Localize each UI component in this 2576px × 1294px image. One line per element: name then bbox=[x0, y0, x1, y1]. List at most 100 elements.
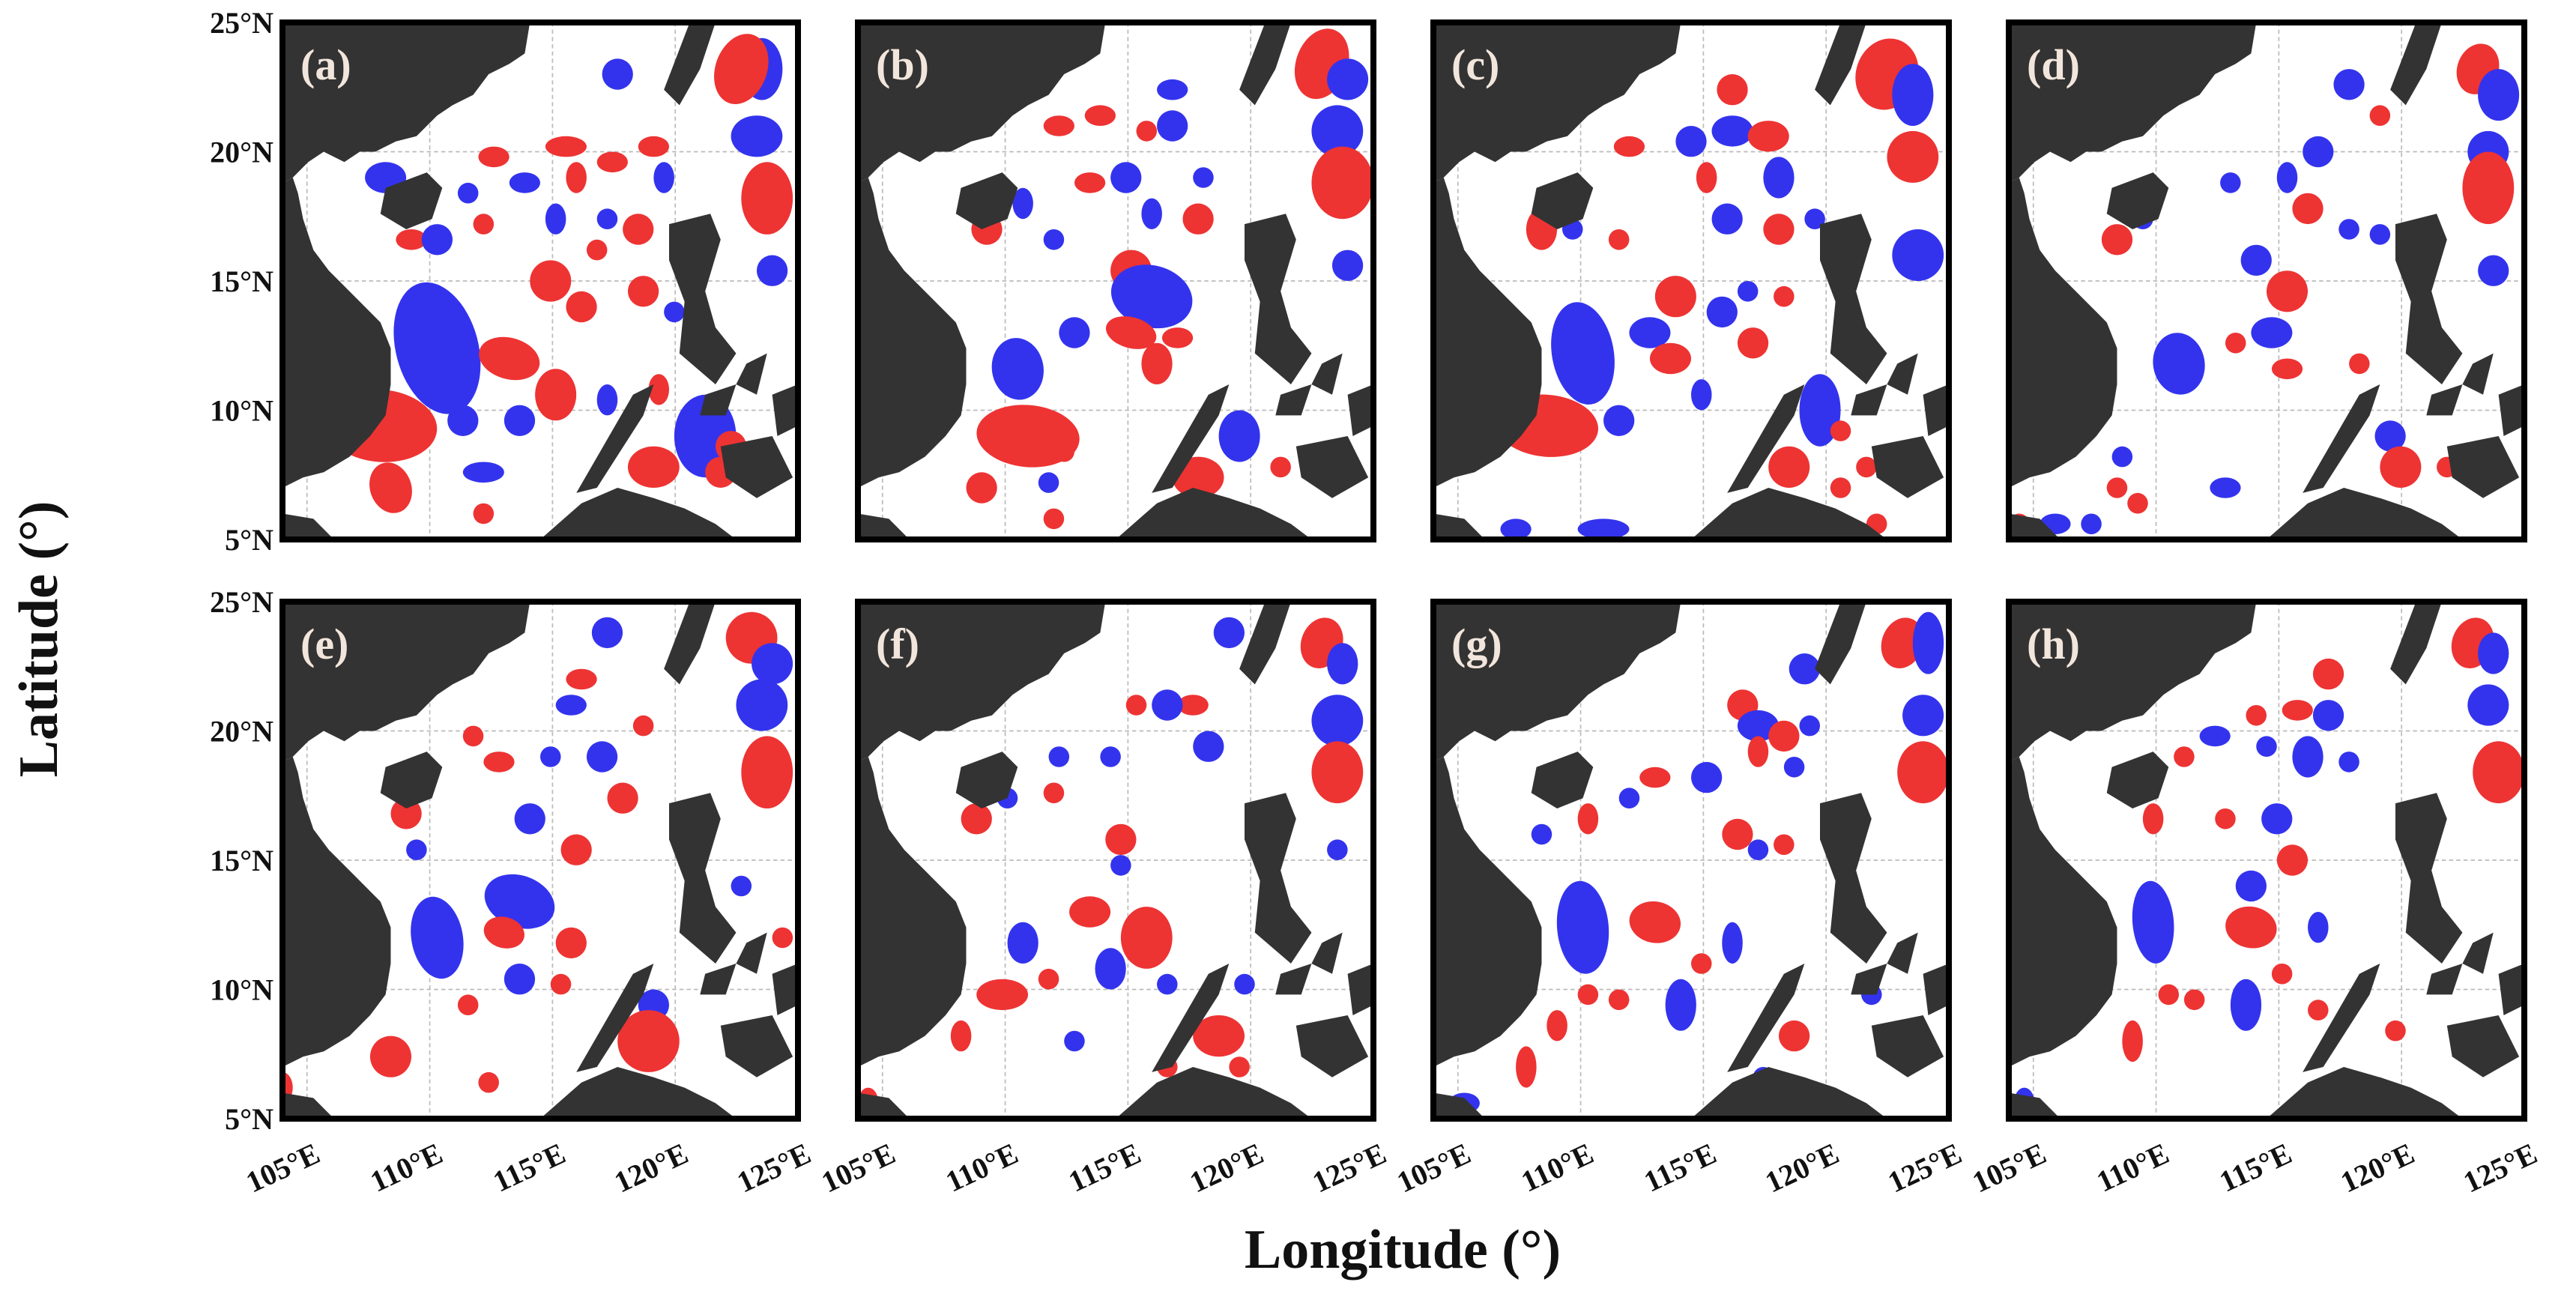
map-panel: (c) bbox=[1430, 19, 1952, 542]
map-panel: (f) 105°E 110°E 115°E 120°E 125°E bbox=[816, 599, 1391, 1200]
anticyclonic-eddy bbox=[2174, 746, 2195, 767]
anticyclonic-eddy bbox=[478, 146, 510, 168]
anticyclonic-eddy bbox=[479, 336, 540, 381]
anticyclonic-eddy bbox=[638, 136, 669, 157]
anticyclonic-eddy bbox=[390, 798, 422, 829]
anticyclonic-eddy bbox=[1182, 203, 1214, 235]
anticyclonic-eddy bbox=[1629, 901, 1681, 943]
lon-tick-label: 105°E bbox=[1391, 1136, 1475, 1199]
anticyclonic-eddy bbox=[2271, 358, 2303, 380]
anticyclonic-eddy bbox=[2101, 224, 2133, 256]
anticyclonic-eddy bbox=[1696, 162, 1717, 193]
lat-tick-label: 5°N bbox=[225, 1102, 273, 1136]
cyclonic-eddy bbox=[731, 115, 783, 157]
panels-layer: (a) 25°N 20°N 15°N 10°N 5°N (b) (c) (d) (e) 25°N 20… bbox=[210, 6, 2542, 1200]
lon-tick-label: 120°E bbox=[609, 1136, 693, 1199]
anticyclonic-eddy bbox=[2473, 741, 2524, 804]
anticyclonic-eddy bbox=[1074, 172, 1106, 193]
anticyclonic-eddy bbox=[1270, 456, 1291, 478]
anticyclonic-eddy bbox=[2308, 1000, 2329, 1021]
anticyclonic-eddy bbox=[1141, 342, 1173, 384]
cyclonic-eddy bbox=[1799, 715, 1820, 737]
map-panel: (g) 105°E 110°E 115°E 120°E 125°E bbox=[1391, 599, 1967, 1200]
anticyclonic-eddy bbox=[566, 162, 587, 193]
cyclonic-eddy bbox=[1629, 317, 1671, 348]
cyclonic-eddy bbox=[2276, 162, 2298, 193]
cyclonic-eddy bbox=[2256, 736, 2277, 757]
cyclonic-eddy bbox=[1110, 855, 1131, 876]
anticyclonic-eddy bbox=[1043, 508, 1065, 530]
anticyclonic-eddy bbox=[1311, 146, 1373, 220]
anticyclonic-eddy bbox=[2225, 333, 2246, 354]
cyclonic-eddy bbox=[1007, 922, 1038, 964]
cyclonic-eddy bbox=[2478, 255, 2509, 286]
panel-frame bbox=[855, 19, 1376, 542]
anticyclonic-eddy bbox=[535, 369, 577, 421]
anticyclonic-eddy bbox=[2369, 105, 2391, 126]
cyclonic-eddy bbox=[991, 338, 1044, 400]
cyclonic-eddy bbox=[1157, 973, 1178, 995]
anticyclonic-eddy bbox=[1613, 136, 1645, 157]
panel-label: (b) bbox=[876, 40, 929, 89]
cyclonic-eddy bbox=[1331, 250, 1364, 281]
lat-tick-label: 5°N bbox=[225, 523, 273, 557]
cyclonic-eddy bbox=[1327, 643, 1358, 685]
cyclonic-eddy bbox=[1691, 761, 1723, 793]
map-content bbox=[282, 22, 799, 540]
cyclonic-eddy bbox=[514, 803, 545, 835]
cyclonic-eddy bbox=[555, 695, 587, 716]
cyclonic-eddy bbox=[2478, 69, 2520, 121]
panel-frame bbox=[1430, 599, 1952, 1122]
anticyclonic-eddy bbox=[1084, 105, 1116, 126]
anticyclonic-eddy bbox=[1125, 695, 1147, 716]
anticyclonic-eddy bbox=[478, 1071, 499, 1093]
cyclonic-eddy bbox=[2220, 172, 2241, 193]
cyclonic-eddy bbox=[1152, 689, 1183, 721]
anticyclonic-eddy bbox=[1768, 720, 1800, 752]
cyclonic-eddy bbox=[1789, 653, 1820, 685]
cyclonic-eddy bbox=[2210, 477, 2241, 498]
anticyclonic-eddy bbox=[560, 834, 592, 865]
map-content bbox=[1433, 602, 1950, 1119]
anticyclonic-eddy bbox=[1887, 130, 1939, 183]
cyclonic-eddy bbox=[591, 617, 623, 649]
anticyclonic-eddy bbox=[1229, 1056, 1250, 1077]
cyclonic-eddy bbox=[731, 875, 752, 897]
lon-tick-label: 115°E bbox=[1639, 1136, 1721, 1198]
lon-tick-label: 120°E bbox=[2335, 1136, 2419, 1199]
anticyclonic-eddy bbox=[1577, 803, 1599, 835]
cyclonic-eddy bbox=[1618, 787, 1640, 808]
cyclonic-eddy bbox=[1064, 1030, 1085, 1052]
anticyclonic-eddy bbox=[1763, 214, 1795, 245]
anticyclonic-eddy bbox=[976, 979, 1029, 1011]
anticyclonic-eddy bbox=[2142, 803, 2164, 835]
panel-frame bbox=[2006, 19, 2527, 542]
cyclonic-eddy bbox=[2467, 684, 2509, 726]
map-panel: (d) bbox=[2006, 19, 2527, 542]
cyclonic-eddy bbox=[504, 405, 536, 436]
map-panel: (b) bbox=[855, 19, 1376, 542]
anticyclonic-eddy bbox=[623, 214, 654, 245]
anticyclonic-eddy bbox=[483, 752, 515, 773]
lon-tick-label: 115°E bbox=[2214, 1136, 2297, 1198]
cyclonic-eddy bbox=[1737, 281, 1759, 302]
anticyclonic-eddy bbox=[2385, 1020, 2406, 1041]
anticyclonic-eddy bbox=[648, 374, 669, 405]
anticyclonic-eddy bbox=[976, 405, 1080, 468]
cyclonic-eddy bbox=[1157, 79, 1188, 100]
cyclonic-eddy bbox=[457, 182, 479, 204]
cyclonic-eddy bbox=[411, 896, 464, 979]
lat-tick-label: 25°N bbox=[210, 6, 273, 40]
map-content bbox=[858, 22, 1374, 540]
cyclonic-eddy bbox=[1500, 518, 1532, 539]
anticyclonic-eddy bbox=[1774, 834, 1795, 856]
cyclonic-eddy bbox=[1141, 198, 1162, 229]
cyclonic-eddy bbox=[2333, 69, 2365, 100]
anticyclonic-eddy bbox=[1608, 229, 1630, 250]
cyclonic-eddy bbox=[421, 224, 453, 256]
cyclonic-eddy bbox=[2312, 700, 2344, 731]
anticyclonic-eddy bbox=[473, 503, 495, 524]
cyclonic-eddy bbox=[664, 301, 685, 323]
cyclonic-eddy bbox=[2374, 420, 2406, 452]
anticyclonic-eddy bbox=[1193, 1015, 1245, 1057]
